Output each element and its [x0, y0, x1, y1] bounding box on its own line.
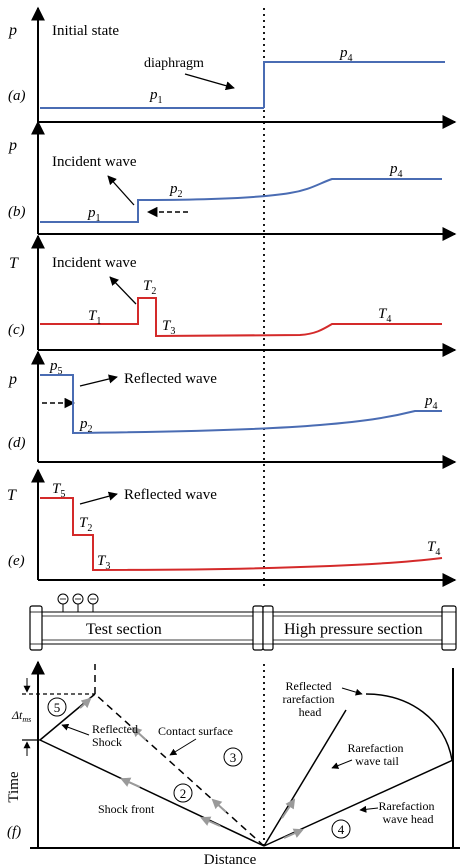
panel-e-t5-label: T5: [52, 481, 65, 500]
panel-a-axis-label: p: [8, 22, 17, 39]
panel-d-p2-label: p2: [79, 416, 93, 435]
diaphragm-arrow: [184, 73, 235, 91]
panel-e-tag: (e): [8, 553, 25, 569]
panel-b-p1-label: p1: [87, 205, 101, 224]
reflected-rarefaction-arrow: [341, 687, 363, 696]
panel-f-tag: (f): [7, 824, 21, 840]
rarefaction-tail-line: [263, 709, 347, 847]
panel-b: p Incident wave p1 p2 p4 (b): [8, 120, 457, 241]
reflected-shock-arrow: [61, 723, 90, 736]
panel-e-axis-label: T: [7, 487, 17, 504]
shock-front-label: Shock front: [98, 802, 155, 816]
panel-c-temperature-curve: [40, 297, 442, 338]
panel-e-t3-label: T3: [97, 553, 110, 572]
panel-a: p Initial state diaphragm p1 p4 (a): [8, 6, 457, 129]
panel-f-x-label: Distance: [204, 852, 257, 868]
panel-d: p Reflected wave p5 p2 p4 (d): [8, 350, 457, 469]
rarefaction-head-label: Rarefaction wave head: [379, 799, 438, 826]
panel-d-p5-label: p5: [49, 358, 63, 377]
panel-e-temperature-curve: [40, 497, 443, 572]
panel-d-tag: (d): [8, 435, 26, 451]
panel-a-title: Initial state: [52, 23, 119, 39]
panel-c-axis-label: T: [9, 255, 19, 272]
panel-c: T Incident wave T1 T2 T3 T4 (c): [8, 234, 457, 357]
tube-left-flange: [29, 605, 43, 651]
panel-b-p2-label: p2: [169, 181, 183, 200]
panel-e: T Reflected wave T5 T2 T3 T4 (e): [7, 468, 457, 587]
panel-c-t2-label: T2: [143, 278, 156, 297]
shock-tube: Test section High pressure section: [29, 593, 457, 651]
panel-b-p4-label: p4: [389, 161, 403, 180]
panel-c-tag: (c): [8, 322, 25, 338]
panel-d-p4-label: p4: [424, 393, 438, 412]
panel-b-tag: (b): [8, 204, 26, 220]
diaphragm-flange-right: [262, 605, 274, 651]
wave-direction-arrows: [79, 697, 304, 839]
test-section-label: Test section: [86, 621, 162, 638]
region-5-circle: [47, 697, 67, 717]
region-2-label: 2: [180, 786, 187, 801]
panel-d-reflected-arrow: [79, 374, 118, 387]
delta-t-ms-label: Δtms: [11, 708, 31, 724]
panel-e-title: Reflected wave: [124, 487, 217, 503]
rarefaction-head-arrow: [359, 805, 379, 813]
rarefaction-tail-arrow: [331, 759, 353, 769]
panel-b-title: Incident wave: [52, 154, 137, 170]
reflected-rarefaction-head-label: Reflected rarefaction head: [283, 679, 338, 719]
reflected-rarefaction-curve: [365, 693, 453, 761]
region-3-circle: [223, 747, 243, 767]
panel-c-t1-label: T1: [88, 308, 101, 327]
panel-f-y-label: Time: [6, 771, 22, 802]
high-pressure-section-label: High pressure section: [284, 621, 423, 638]
reflected-shock-label: Reflected Shock: [92, 722, 141, 749]
panel-a-p1-label: p1: [149, 87, 163, 106]
panel-a-p4-label: p4: [339, 45, 353, 64]
region-4-circle: [331, 819, 351, 839]
panel-e-t4-label: T4: [427, 539, 440, 558]
panel-b-axis-label: p: [8, 137, 17, 154]
region-5-label: 5: [54, 700, 61, 715]
region-2-circle: [173, 783, 193, 803]
diaphragm-flange-left: [252, 605, 264, 651]
contact-surface-line: [94, 693, 265, 847]
panel-f: Δtms 5 2 3 4 Reflected Shock: [6, 660, 460, 868]
rarefaction-tail-label: Rarefaction wave tail: [348, 741, 407, 768]
panel-c-t4-label: T4: [378, 306, 391, 325]
panel-e-reflected-arrow: [79, 491, 118, 505]
panel-b-incident-arrow: [107, 175, 135, 206]
panel-a-tag: (a): [8, 88, 26, 104]
region-4-label: 4: [338, 822, 345, 837]
panel-c-t3-label: T3: [162, 318, 175, 337]
contact-surface-label: Contact surface: [158, 724, 233, 738]
panel-c-title: Incident wave: [52, 255, 137, 271]
panel-d-pressure-curve: [40, 374, 442, 435]
panel-e-t2-label: T2: [79, 515, 92, 534]
shock-front-line: [39, 739, 265, 847]
panel-d-axis-label: p: [8, 371, 17, 388]
panel-c-incident-arrow: [109, 276, 137, 305]
panel-a-p4-line: [263, 61, 445, 108]
tube-right-flange: [441, 605, 457, 651]
contact-surface-arrow: [169, 738, 197, 756]
region-3-label: 3: [230, 750, 237, 765]
pressure-sensors: [57, 593, 99, 612]
panel-b-pressure-curve: [40, 178, 442, 223]
panel-d-title: Reflected wave: [124, 371, 217, 387]
diaphragm-label: diaphragm: [144, 56, 204, 71]
